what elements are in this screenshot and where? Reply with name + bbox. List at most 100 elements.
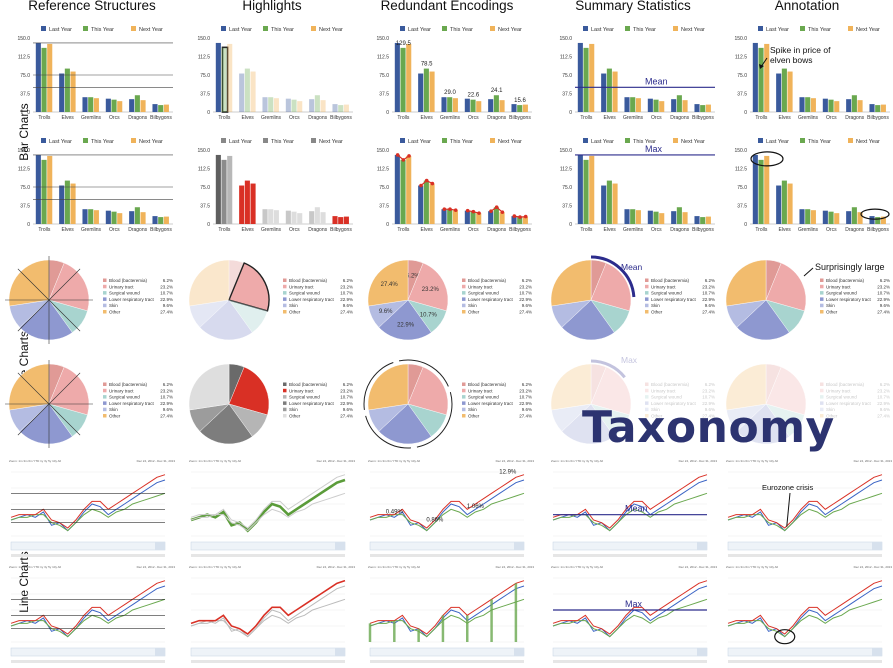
bar xyxy=(140,100,146,112)
date-range: Dec 24, 2012 - Dec 31, 2013 xyxy=(854,565,893,569)
navigator-handle xyxy=(872,648,882,656)
bar xyxy=(47,155,53,224)
legend-swatch xyxy=(645,382,649,386)
line-chart-highlight-1-svg: Zoom: 1m 3m 6m YTD 1y 3y 5y 10y All Dec 2… xyxy=(189,459,355,557)
legend-label: Blood (bacteremia) xyxy=(109,382,148,387)
bar xyxy=(134,95,140,112)
y-tick-label: 75.0 xyxy=(737,73,747,79)
x-tick-label: Orcs xyxy=(468,115,479,121)
legend-label: Urinary tract xyxy=(289,284,314,289)
legend-value: 10.7% xyxy=(519,395,532,400)
date-range: Dec 24, 2012 - Dec 31, 2013 xyxy=(496,459,535,463)
line-series xyxy=(727,585,883,638)
y-tick-label: 75.0 xyxy=(737,185,747,191)
legend-value: 10.7% xyxy=(340,291,353,296)
bar xyxy=(470,99,476,112)
bar xyxy=(343,216,349,224)
bar xyxy=(752,42,758,112)
y-tick-label: 0 xyxy=(207,110,210,116)
x-tick-label: Gremlins xyxy=(798,227,819,233)
navigator xyxy=(552,541,708,551)
date-range: Dec 24, 2012 - Dec 31, 2013 xyxy=(317,565,356,569)
legend-label: Urinary tract xyxy=(468,284,493,289)
bar xyxy=(869,104,875,112)
bar-chart-summary-1-svg: Last Year This Year Next Year 0 37.5 75.0 112.… xyxy=(559,26,715,121)
x-tick-label: Elves xyxy=(62,227,75,233)
legend-value: 23.2% xyxy=(519,388,532,393)
bar xyxy=(517,105,523,112)
line-series xyxy=(369,479,525,532)
bar xyxy=(452,210,458,224)
y-tick-label: 75.0 xyxy=(20,73,30,79)
bar xyxy=(846,211,852,224)
legend-swatch xyxy=(848,138,853,143)
legend-label: Next Year xyxy=(681,139,705,145)
legend-swatch xyxy=(103,291,107,295)
pie-value-label: 27.4% xyxy=(381,282,399,288)
legend-value: 10.7% xyxy=(702,291,715,296)
legend-swatch xyxy=(645,278,649,282)
legend-swatch xyxy=(462,310,466,314)
legend-label: Skin xyxy=(109,303,118,308)
legend-label: Lower respiratory tract xyxy=(109,297,155,302)
pie-chart-annotation-1: Surprisingly large Blood (bacteremia) 6.2%… xyxy=(720,248,893,354)
legend-swatch xyxy=(103,401,107,405)
legend-swatch xyxy=(462,284,466,289)
x-tick-label: Gremlins xyxy=(81,227,102,233)
bar xyxy=(624,97,630,112)
bar xyxy=(297,101,303,112)
legend-value: 9.6% xyxy=(705,407,715,412)
x-tick-label: Bilbygons xyxy=(150,115,172,121)
pie-chart-summary-1-svg: Mean Blood (bacteremia) 6.2% Urinary tract 2… xyxy=(550,255,715,341)
legend-value: 23.2% xyxy=(340,388,353,393)
y-tick-label: 37.5 xyxy=(200,92,210,98)
legend-swatch xyxy=(583,26,588,31)
bar xyxy=(880,216,886,224)
legend-label: Urinary tract xyxy=(826,284,851,289)
bar xyxy=(273,98,279,112)
pie-value-label: 6.2% xyxy=(406,274,420,280)
bar-chart-annotation-1-svg: Last Year This Year Next Year 0 37.5 75.0 112.… xyxy=(734,26,890,121)
bar-chart-highlight-2: Last Year This Year Next Year 0 37.5 75.0 112.… xyxy=(183,132,361,238)
legend-label: This Year xyxy=(808,139,831,145)
legend-label: Next Year xyxy=(498,139,522,145)
legend-value: 23.2% xyxy=(160,284,173,289)
legend-value: 9.6% xyxy=(522,303,532,308)
legend-label: Other xyxy=(109,414,121,419)
navigator-handle xyxy=(514,648,524,656)
bar xyxy=(64,180,70,224)
y-tick-label: 37.5 xyxy=(200,204,210,210)
legend-swatch xyxy=(283,382,287,386)
legend-swatch xyxy=(848,26,853,31)
legend-label: Next Year xyxy=(498,27,522,33)
legend-label: Lower respiratory tract xyxy=(109,401,155,406)
legend-value: 23.2% xyxy=(877,284,890,289)
pie-group: 6.2%23.2%10.7%22.9%9.6%27.4%Blood (bacte… xyxy=(367,259,532,341)
pie-slice xyxy=(19,403,73,445)
legend-value: 23.2% xyxy=(160,388,173,393)
legend-value: 27.4% xyxy=(702,414,715,419)
bar xyxy=(117,213,123,224)
zoom-bar: Zoom: 1m 3m 6m YTD 1y 3y 5y 10y All xyxy=(368,459,420,463)
legend-swatch xyxy=(283,401,287,405)
y-tick-label: 37.5 xyxy=(562,204,572,210)
legend-label: Other xyxy=(651,310,663,315)
bar xyxy=(332,104,338,112)
bar xyxy=(105,210,111,224)
bar xyxy=(676,207,682,224)
bar xyxy=(612,71,618,112)
legend-value: 23.2% xyxy=(340,284,353,289)
line-series xyxy=(369,474,525,529)
line-series xyxy=(552,598,708,638)
legend-swatch xyxy=(103,297,107,301)
value-trend xyxy=(397,154,410,161)
y-tick-label: 0 xyxy=(386,222,389,228)
legend-swatch xyxy=(820,278,824,282)
bar xyxy=(787,183,793,224)
bar xyxy=(700,217,706,224)
bar xyxy=(764,43,770,112)
legend-swatch xyxy=(645,414,649,418)
pie-chart-annotation-2-svg: Blood (bacteremia) 6.2% Urinary tract 23.2%… xyxy=(725,363,890,445)
legend-swatch xyxy=(221,138,226,143)
x-tick-label: Gremlins xyxy=(623,115,644,121)
